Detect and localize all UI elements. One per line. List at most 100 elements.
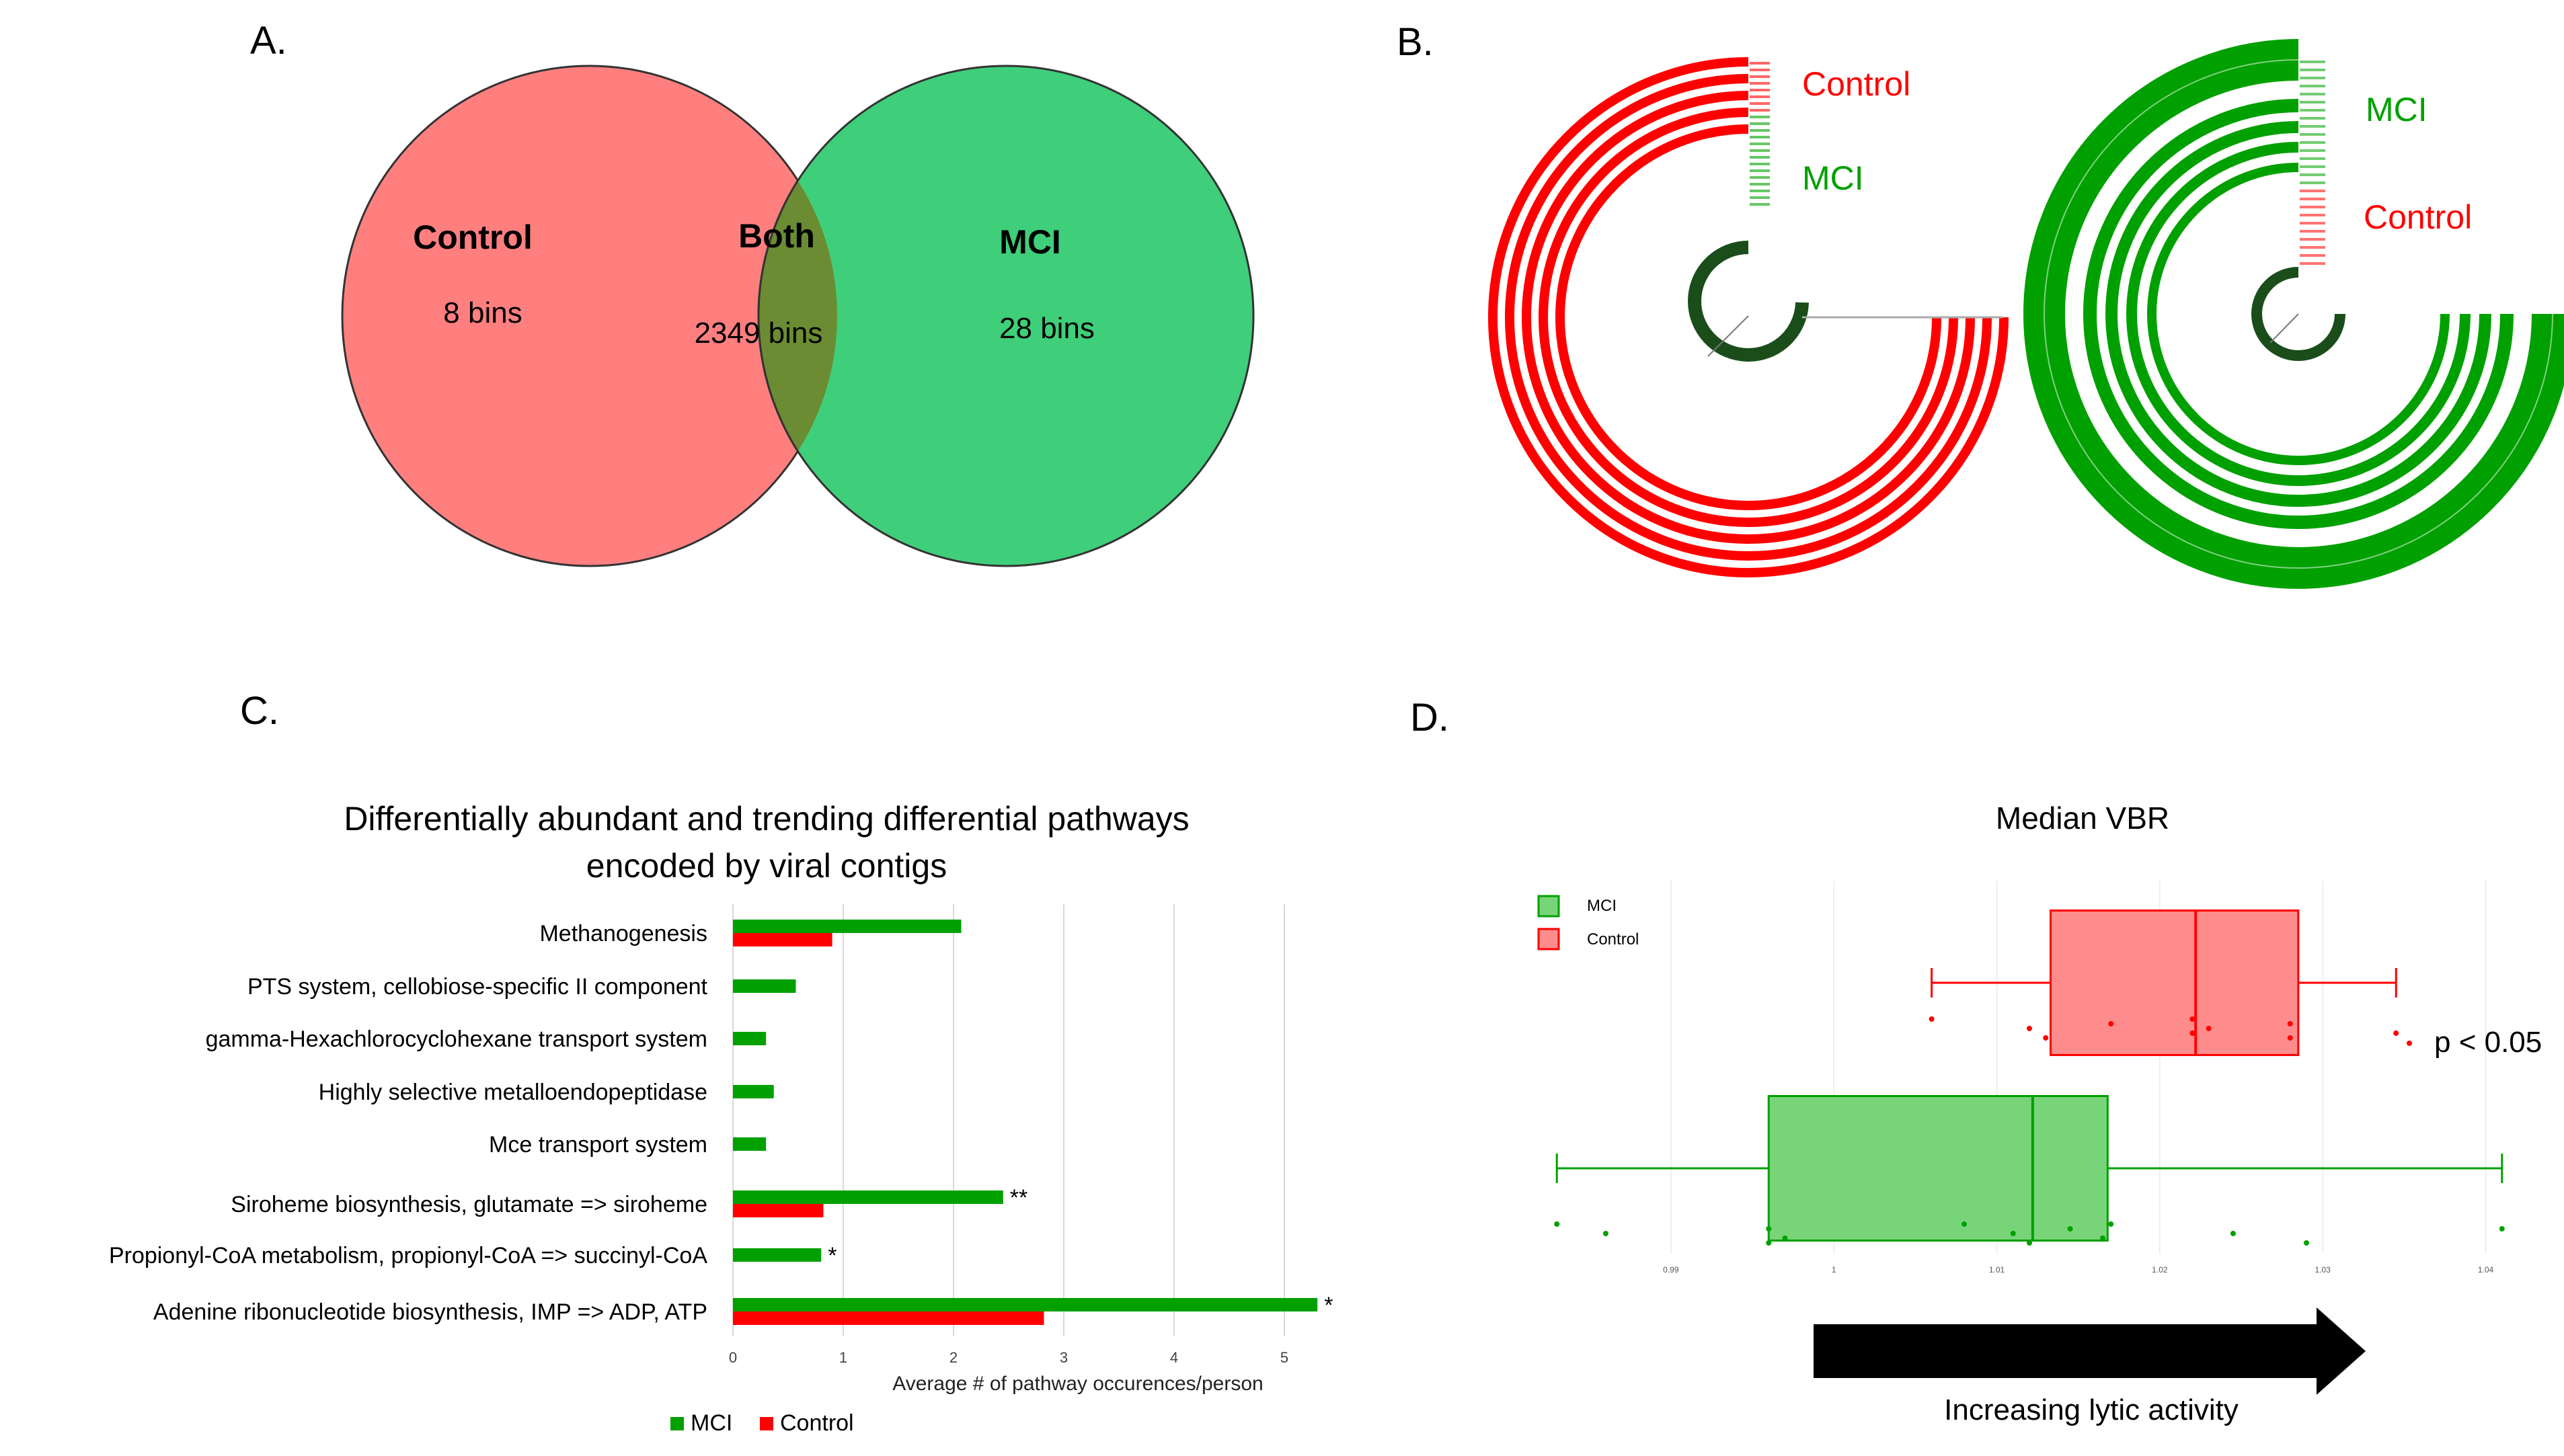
chart-c-legend: MCI Control [670,1410,854,1436]
bar-x-tick-label: 3 [1060,1349,1068,1366]
circos-left-tick [1750,62,1770,65]
panel-b: B. Control MCI MCI Control [1397,20,2564,589]
box-point-control [2043,1035,2049,1041]
chart-c-title-line-2: encoded by viral contigs [586,847,947,885]
box-x-tick-label: 1.03 [2315,1265,2331,1275]
circos-right-ring [2105,121,2491,507]
circos-left-ring [1539,108,1958,527]
box-point-mci [2010,1231,2016,1236]
circos-right-needle [2269,313,2299,343]
circos-right-tick [2300,173,2325,176]
circos-left-outer-label: Control [1802,65,1910,103]
bar-significance-mark: ** [1010,1185,1027,1211]
circos-left-tick [1750,82,1770,85]
circos-left-tick [1750,122,1770,125]
circos-left-tick [1750,89,1770,91]
box-point-mci [1766,1226,1772,1231]
box-point-control [2027,1026,2032,1031]
circos-left-tick [1750,129,1770,132]
box-point-control [2189,1016,2196,1022]
circos-right-inner-label: Control [2364,198,2472,236]
circos-right-ring [2147,163,2450,465]
box-chart-points [1554,1016,2505,1246]
bar-category-label: gamma-Hexachlorocyclohexane transport sy… [206,1026,707,1052]
circos-right-tick [2300,157,2325,160]
bar-significance-mark: * [828,1243,837,1268]
box-point-control [2108,1021,2114,1026]
circos-left-tick [1750,169,1770,172]
circos-left-needle [1707,315,1749,357]
circos-left-tick [1750,102,1770,105]
bar-chart-significance: **** [828,1185,1333,1318]
circos-left-tick [1750,109,1770,112]
circos-right-tick [2300,254,2325,257]
circos-right-tick [2300,133,2325,136]
venn-overlap [757,66,837,566]
bar-category-label: PTS system, cellobiose-specific II compo… [247,974,708,1000]
bar-mci [733,1298,1318,1311]
bar-chart-bars [733,920,1318,1325]
circos-right-tick [2300,117,2325,120]
circos-left-tick [1750,163,1770,165]
chart-c-xlabel: Average # of pathway occurences/person [892,1373,1263,1395]
box-x-tick-label: 1 [1832,1265,1836,1275]
bar-mci [733,1248,822,1262]
circos-right-tick [2300,165,2325,168]
venn-control-title: Control [413,218,533,256]
bar-mci [733,1190,1003,1204]
circos-left-tick [1750,196,1770,199]
bar-x-tick-label: 1 [839,1349,847,1366]
panel-a: A. Control 8 bins Both 2349 bins MCI 28 … [250,19,1255,567]
bar-x-tick-label: 2 [949,1349,958,1366]
circos-right-tick [2300,93,2325,95]
legend-d-control-label: Control [1587,930,1639,948]
box-x-tick-label: 1.04 [2478,1265,2494,1275]
venn-mci-title: MCI [999,223,1061,261]
circos-right-tick [2300,101,2325,104]
circos-left-tick [1750,203,1770,206]
circos-left-tick [1750,136,1770,138]
circos-right-tick [2300,206,2325,208]
bar-significance-mark: * [1324,1293,1333,1318]
circos-right-tick [2300,214,2325,216]
box-point-mci [2303,1240,2309,1246]
bar-category-label: Adenine ribonucleotide biosynthesis, IMP… [153,1299,707,1325]
circos-left-tick [1750,156,1770,159]
circos-right-tick [2300,125,2325,128]
legend-control-swatch [760,1417,773,1430]
legend-mci-swatch [670,1417,684,1430]
bar-x-tick-label: 5 [1280,1349,1288,1366]
bar-control [733,1204,824,1217]
venn-mci-count: 28 bins [999,312,1095,345]
box-iqr [2050,909,2300,1056]
circos-left-tick [1750,190,1770,192]
box-point-mci [2100,1236,2106,1241]
venn-control-count: 8 bins [443,296,522,329]
box-point-mci [2230,1231,2236,1236]
circos-right-tick [2300,77,2325,79]
bar-category-label: Highly selective metalloendopeptidase [319,1080,707,1105]
circos-left-rings [1488,57,2009,577]
bar-x-tick-label: 0 [729,1349,737,1366]
circos-right-ring-highlight [2044,59,2553,569]
box-point-mci [2067,1226,2073,1231]
circos-right-tick-labels [2300,60,2325,265]
panel-label-d: D. [1410,696,1449,739]
box-point-mci [1554,1221,1560,1227]
circos-right-ring [2126,142,2471,486]
chart-c-title-line-1: Differentially abundant and trending dif… [344,800,1189,838]
bar-category-label: Mce transport system [489,1132,707,1158]
circos-left-ring [1522,91,1975,544]
p-value-annotation: p < 0.05 [2434,1026,2542,1059]
box-point-mci [1602,1231,1608,1236]
bar-mci [733,1085,774,1098]
box-point-control [2287,1035,2293,1041]
circos-right: MCI Control [2023,39,2564,589]
legend-d-mci-label: MCI [1587,897,1617,915]
circos-left-tick [1750,75,1770,78]
bar-chart-grid [732,904,1285,1336]
box-point-control [2287,1021,2293,1026]
circos-right-tick [2300,230,2325,233]
circos-left-tick-labels [1750,62,1770,206]
